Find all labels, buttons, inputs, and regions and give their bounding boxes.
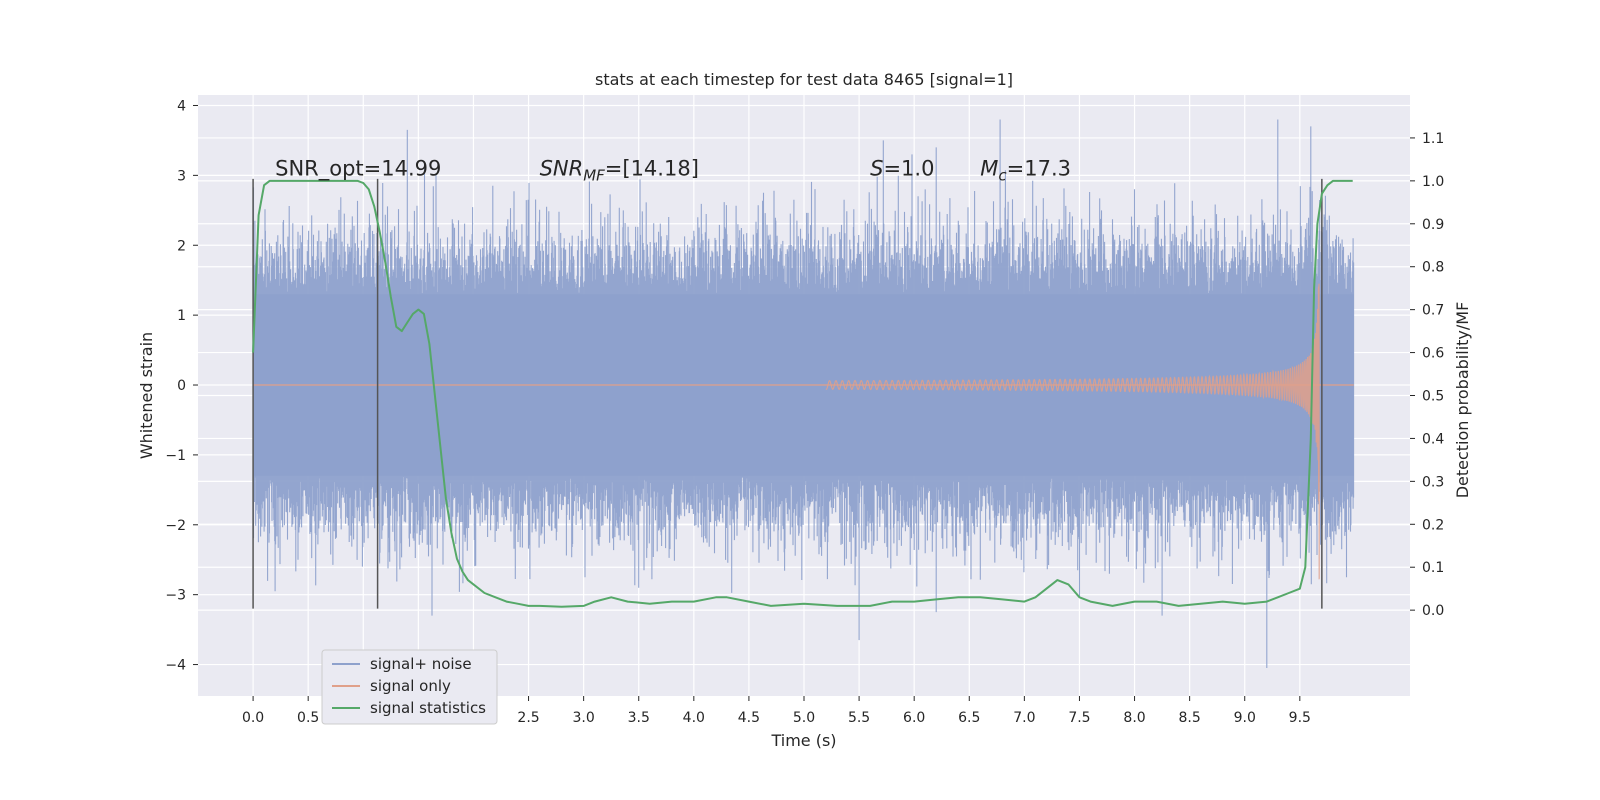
x-tick-label-12: 6.0 <box>903 710 925 726</box>
y-tick-label-2: −2 <box>165 518 186 534</box>
y-tick-label-0: −4 <box>165 658 186 674</box>
legend-entry-signal-only: signal only <box>370 677 451 695</box>
y2-tick-label-11: 1.1 <box>1422 131 1444 147</box>
y2-tick-label-3: 0.3 <box>1422 474 1444 490</box>
chart-title: stats at each timestep for test data 846… <box>595 70 1013 89</box>
legend-entry-signal-statistics: signal statistics <box>370 699 486 717</box>
x-tick-label-18: 9.0 <box>1234 710 1256 726</box>
y-tick-label-7: 3 <box>177 168 186 184</box>
x-tick-label-6: 3.0 <box>573 710 595 726</box>
y2-tick-label-9: 0.9 <box>1422 217 1444 233</box>
x-tick-label-0: 0.0 <box>242 710 264 726</box>
y-tick-label-3: −1 <box>165 448 186 464</box>
x-tick-label-5: 2.5 <box>517 710 539 726</box>
x-tick-label-16: 8.0 <box>1123 710 1145 726</box>
series-signal-only <box>253 283 1354 580</box>
annotation-0: SNR_opt=14.99 <box>275 156 441 181</box>
y-tick-label-8: 4 <box>177 98 186 114</box>
y2-tick-label-7: 0.7 <box>1422 303 1444 319</box>
y-tick-label-6: 2 <box>177 238 186 254</box>
legend: signal+ noise signal only signal statist… <box>321 649 498 725</box>
x-axis-label: Time (s) <box>770 731 836 750</box>
y2-axis-label: Detection probability/MF <box>1453 302 1472 499</box>
y2-tick-label-2: 0.2 <box>1422 517 1444 533</box>
x-tick-label-9: 4.5 <box>738 710 760 726</box>
y2-tick-label-5: 0.5 <box>1422 389 1444 405</box>
x-tick-label-8: 4.0 <box>683 710 705 726</box>
y2-tick-label-8: 0.8 <box>1422 260 1444 276</box>
y-tick-label-4: 0 <box>177 378 186 394</box>
y2-tick-label-4: 0.4 <box>1422 431 1444 447</box>
y2-tick-label-6: 0.6 <box>1422 346 1444 362</box>
x-tick-label-10: 5.0 <box>793 710 815 726</box>
y2-tick-label-0: 0.0 <box>1422 603 1444 619</box>
statistics-line <box>252 179 1353 608</box>
x-tick-label-7: 3.5 <box>628 710 650 726</box>
y-tick-label-1: −3 <box>165 588 186 604</box>
annotation-2: S=1.0 <box>870 156 934 180</box>
series-signal-statistics <box>252 179 1353 608</box>
x-tick-label-15: 7.5 <box>1068 710 1090 726</box>
y2-tick-label-10: 1.0 <box>1422 174 1444 190</box>
x-tick-label-14: 7.0 <box>1013 710 1035 726</box>
signal-chirp <box>825 283 1320 580</box>
legend-entry-signal-noise: signal+ noise <box>370 655 472 673</box>
x-tick-label-19: 9.5 <box>1289 710 1311 726</box>
x-tick-label-1: 0.5 <box>297 710 319 726</box>
annotation-1: SNRMF=[14.18] <box>540 156 699 184</box>
legend-box <box>321 649 498 725</box>
y-axis-label: Whitened strain <box>137 332 156 459</box>
y2-axis-ticks: 0.0 0.1 0.2 0.3 0.4 0.5 0.6 0.7 0.8 0.9 1.0 1.1 <box>1410 131 1444 619</box>
annotation-3: Mc=17.3 <box>980 156 1071 184</box>
annotations: SNR_opt=14.99 SNRMF=[14.18] S=1.0 Mc=17.3 <box>275 156 1071 184</box>
y-tick-label-5: 1 <box>177 308 186 324</box>
vertical-lines <box>252 178 1323 609</box>
x-tick-label-11: 5.5 <box>848 710 870 726</box>
x-tick-label-13: 6.5 <box>958 710 980 726</box>
x-tick-label-17: 8.5 <box>1179 710 1201 726</box>
y-axis-ticks: −4 −3 −2 −1 0 1 2 3 4 <box>165 98 198 674</box>
y2-tick-label-1: 0.1 <box>1422 560 1444 576</box>
